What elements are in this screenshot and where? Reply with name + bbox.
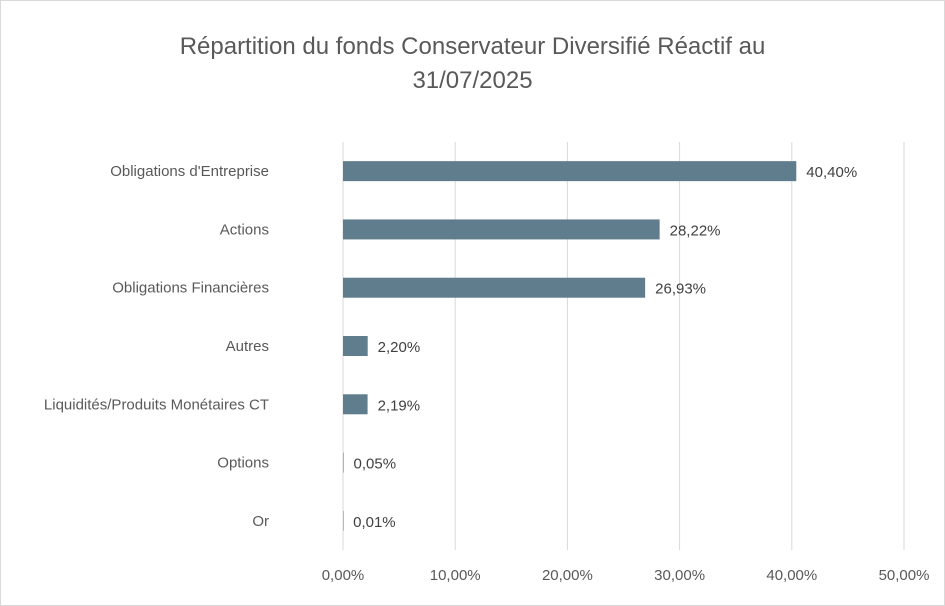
bar [343, 452, 344, 473]
bar [343, 336, 368, 356]
bar [343, 510, 344, 531]
data-label: 26,93% [655, 281, 706, 298]
data-label: 2,20% [378, 339, 421, 356]
chart-title-line-2: 31/07/2025 [412, 67, 533, 94]
category-label: Obligations d'Entreprise [110, 163, 269, 180]
category-label: Liquidités/Produits Monétaires CT [44, 396, 269, 413]
category-label: Or [252, 513, 269, 530]
category-label: Obligations Financières [112, 280, 269, 297]
data-label: 28,22% [670, 222, 721, 239]
category-label: Actions [220, 221, 269, 238]
x-tick-label: 30,00% [654, 567, 705, 584]
bar [343, 219, 660, 240]
chart-title-line-1: Répartition du fonds Conservateur Divers… [179, 33, 766, 60]
x-tick-label: 50,00% [879, 567, 930, 584]
x-tick-label: 20,00% [542, 567, 593, 584]
data-label: 40,40% [806, 164, 857, 181]
bar [343, 277, 646, 298]
bar [343, 161, 797, 182]
data-label: 2,19% [378, 397, 421, 414]
bar [343, 394, 368, 415]
x-tick-label: 10,00% [430, 567, 481, 584]
category-label: Autres [226, 338, 269, 355]
x-tick-label: 40,00% [766, 567, 817, 584]
chart-title: Répartition du fonds Conservateur Divers… [0, 30, 945, 98]
category-label: Options [217, 455, 269, 472]
data-label: 0,05% [354, 456, 397, 473]
x-tick-label: 0,00% [322, 567, 365, 584]
data-label: 0,01% [353, 514, 396, 531]
